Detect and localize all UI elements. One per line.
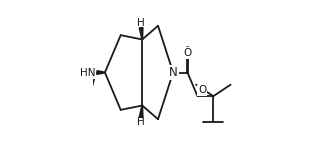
Text: O: O xyxy=(183,48,191,58)
Polygon shape xyxy=(139,106,143,117)
Text: N: N xyxy=(169,66,177,79)
Polygon shape xyxy=(139,28,143,39)
Text: H: H xyxy=(137,18,145,28)
Text: HN: HN xyxy=(80,68,95,77)
Text: O: O xyxy=(198,86,207,95)
Polygon shape xyxy=(97,71,105,74)
Text: H: H xyxy=(137,117,145,127)
